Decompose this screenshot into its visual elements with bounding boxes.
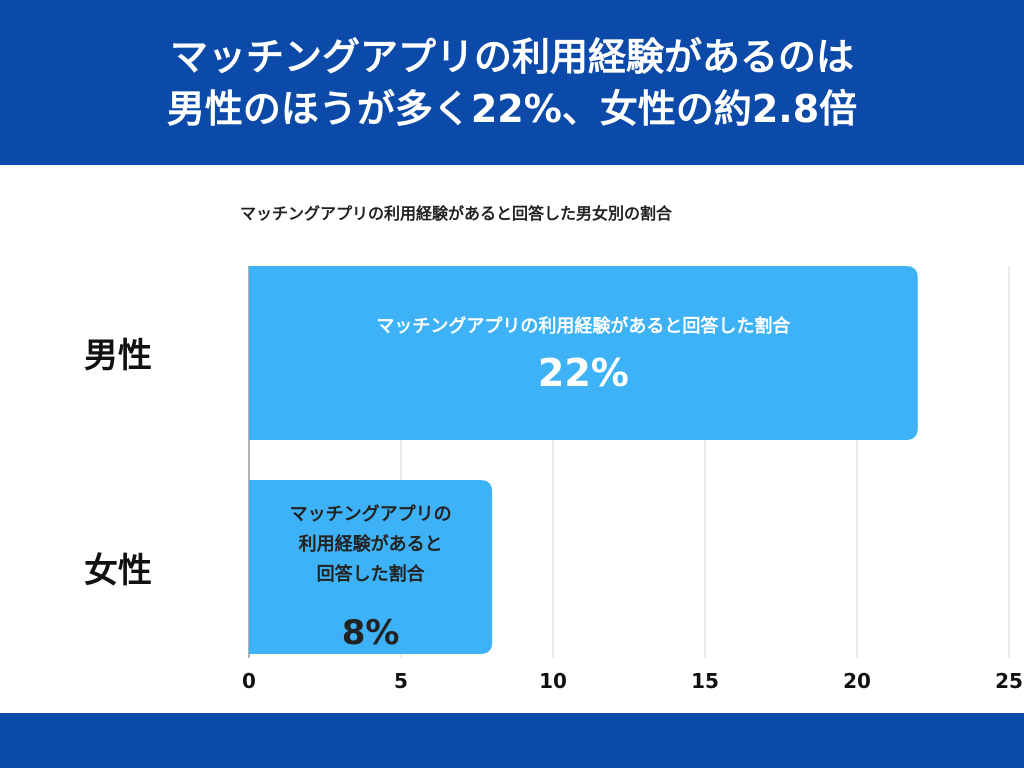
category-label-1: 女性	[84, 551, 152, 591]
bar-value-label-1: 8%	[342, 613, 400, 653]
bar-description-1-1: 利用経験があると	[299, 533, 443, 555]
x-tick-label-0: 0	[242, 669, 256, 693]
x-tick-label-15: 15	[691, 669, 719, 693]
x-tick-label-10: 10	[539, 669, 567, 693]
x-tick-label-5: 5	[394, 669, 408, 693]
bar-0	[249, 266, 918, 440]
bar-value-label-0: 22%	[538, 351, 629, 395]
footer-banner	[0, 713, 1024, 768]
x-tick-label-20: 20	[843, 669, 871, 693]
chart-title: マッチングアプリの利用経験があると回答した男女別の割合	[240, 204, 673, 223]
page-title-line-1: マッチングアプリの利用経験があるのは	[169, 34, 854, 79]
x-tick-label-25: 25	[995, 669, 1023, 693]
bar-description-1-2: 回答した割合	[317, 563, 426, 585]
bar-description-0-0: マッチングアプリの利用経験があると回答した割合	[376, 315, 791, 337]
bar-1	[249, 480, 493, 654]
page-title-line-2: 男性のほうが多く22%、女性の約2.8倍	[166, 86, 858, 131]
category-label-0: 男性	[84, 336, 152, 376]
header-banner: マッチングアプリの利用経験があるのは 男性のほうが多く22%、女性の約2.8倍	[0, 0, 1024, 165]
bar-description-1-0: マッチングアプリの	[290, 503, 452, 525]
